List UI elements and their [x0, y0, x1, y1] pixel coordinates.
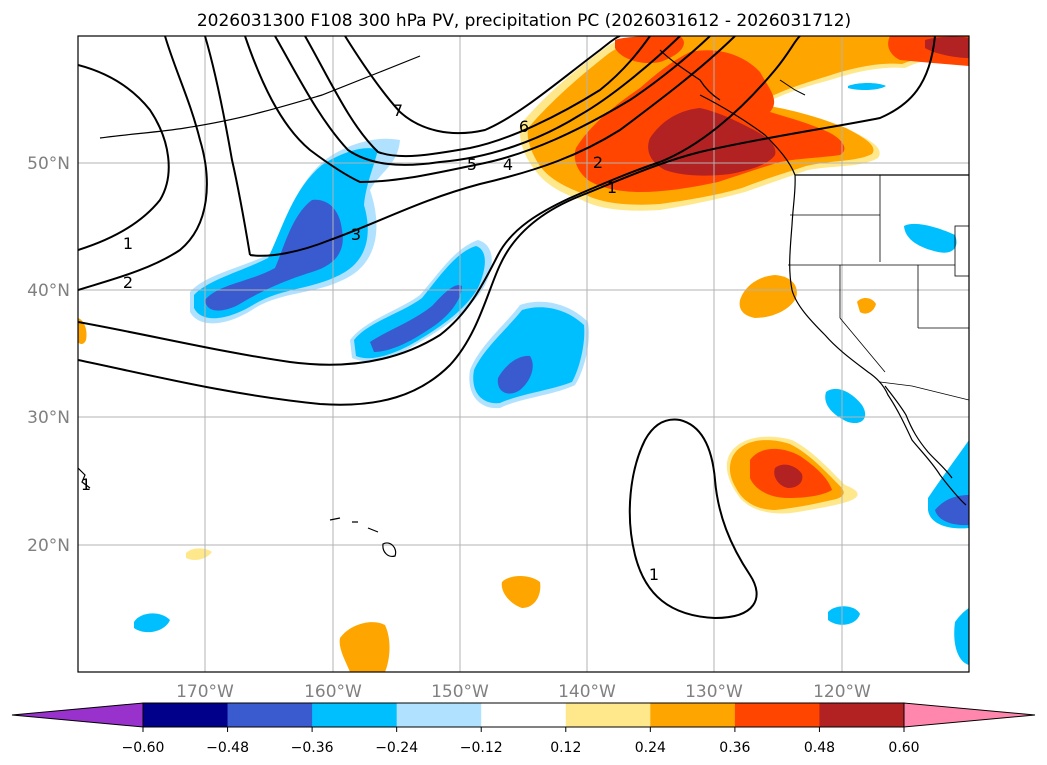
lon-label: 140°W [558, 682, 616, 702]
coastline-alaska-panhandle [659, 49, 721, 101]
map-content: 1 2 3 4 5 6 7 1 2 1 1 [78, 36, 969, 672]
pv-contour-6 [304, 36, 651, 158]
lat-label: 40°N [27, 281, 70, 301]
pv-contour-4 [244, 36, 711, 184]
pv-contour-2-outer [78, 36, 208, 291]
pv-contour-3 [204, 36, 736, 257]
colorbar-swatch [904, 703, 1035, 727]
contour-label: 1 [123, 234, 133, 253]
contour-label: 4 [503, 155, 513, 174]
graticule [78, 36, 969, 672]
negative-anomaly-regions [134, 83, 969, 665]
colorbar-swatch [12, 703, 143, 727]
pv-contour-1-loop [628, 418, 758, 620]
colorbar-tick-label: −0.36 [291, 740, 334, 756]
colorbar-swatch [143, 703, 229, 727]
contour-label: 3 [351, 225, 361, 244]
anomaly-blue-central [354, 246, 485, 359]
map-panel: 1 2 3 4 5 6 7 1 2 1 1 [77, 35, 970, 673]
colorbar-swatch [396, 703, 482, 727]
pv-contour-7 [344, 36, 621, 135]
coastlines [78, 49, 969, 557]
anomaly-blue-small-2 [828, 606, 860, 625]
colorbar-tick-label: −0.48 [206, 740, 249, 756]
latitude-labels: 50°N 40°N 30°N 20°N [27, 154, 70, 556]
contour-label: 2 [593, 153, 603, 172]
contour-label: 2 [123, 273, 133, 292]
anomaly-orange-nevada [857, 298, 876, 314]
colorbar-swatches [12, 703, 1035, 727]
colorbar-swatch [734, 703, 820, 727]
anomaly-royal-blue-central [370, 285, 462, 352]
map-frame [77, 35, 970, 673]
longitude-labels: 170°W 160°W 150°W 140°W 130°W 120°W [176, 682, 871, 702]
lat-label: 30°N [27, 408, 70, 428]
anomaly-orange-california [739, 275, 797, 318]
lon-label: 120°W [813, 682, 871, 702]
colorbar-tick-label: 0.60 [888, 740, 919, 756]
contour-labels: 1 2 3 4 5 6 7 1 2 1 1 [81, 101, 659, 584]
lon-label: 130°W [685, 682, 743, 702]
pv-contours [78, 36, 936, 620]
colorbar-tick-label: −0.60 [122, 740, 165, 756]
lat-label: 20°N [27, 536, 70, 556]
border-state-8 [954, 225, 969, 277]
anomaly-blue-interior [904, 223, 957, 253]
hawaii-islands [329, 517, 397, 557]
anomaly-royal-blue-west [205, 199, 343, 311]
anomaly-darkred-subtropical [774, 464, 803, 488]
anomaly-darkred-northeast [648, 108, 776, 176]
anomaly-blue-small-1 [134, 613, 170, 633]
colorbar-swatch [227, 703, 313, 727]
pv-contour-2-main [78, 36, 801, 366]
lon-label: 160°W [304, 682, 362, 702]
colorbar-tick-label: 0.12 [550, 740, 581, 756]
contour-label: 7 [393, 101, 403, 120]
island-north [779, 79, 806, 96]
anomaly-royal-blue-mexico [935, 495, 969, 526]
contour-label: 1 [81, 475, 91, 494]
anomaly-blue-small-4 [954, 608, 969, 665]
pv-contour-5 [274, 36, 681, 166]
coastline-baja [884, 385, 953, 479]
anomaly-blue-gulf [825, 388, 866, 424]
colorbar-tick-label: 0.48 [804, 740, 835, 756]
colorbar-swatch [565, 703, 651, 727]
anomaly-royal-blue-southeast [497, 355, 533, 394]
anomaly-orange-hawaii-south [339, 622, 390, 672]
contour-label: 5 [467, 155, 477, 174]
border-state-7 [839, 317, 886, 373]
pv-contour-1-outer [78, 64, 170, 251]
contour-label: 6 [519, 117, 529, 136]
colorbar-ticks: −0.60 −0.48 −0.36 −0.24 −0.12 0.12 0.24 0.36 0.4… [122, 727, 920, 756]
colorbar-tick-label: 0.24 [635, 740, 666, 756]
colorbar-tick-label: −0.12 [460, 740, 503, 756]
colorbar-swatch [312, 703, 398, 727]
anomaly-orange-small-east [501, 576, 541, 608]
coastline-north-america [699, 94, 967, 506]
colorbar-swatch [650, 703, 736, 727]
anomaly-orange-leftedge [78, 318, 87, 345]
contour-label: 1 [607, 178, 617, 197]
border-us-mexico [879, 381, 969, 401]
contour-label: 1 [649, 565, 659, 584]
colorbar: −0.60 −0.48 −0.36 −0.24 −0.12 0.12 0.24 0.36 0.4… [11, 702, 1036, 756]
figure-title: 2026031300 F108 300 hPa PV, precipitatio… [197, 11, 851, 31]
colorbar-tick-label: −0.24 [375, 740, 418, 756]
coastline-aleutians [99, 55, 421, 139]
colorbar-frame [142, 702, 905, 728]
lat-label: 50°N [27, 154, 70, 174]
colorbar-swatch [481, 703, 567, 727]
coastline-leftedge [78, 467, 91, 489]
colorbar-tick-label: 0.36 [719, 740, 750, 756]
lon-label: 150°W [431, 682, 489, 702]
anomaly-darkred-topright [925, 36, 969, 58]
anomaly-blue-small-3 [848, 83, 886, 91]
pv-contour-1-main [78, 36, 936, 406]
colorbar-swatch [819, 703, 905, 727]
anomaly-blue-west [194, 148, 378, 319]
lon-label: 170°W [176, 682, 234, 702]
